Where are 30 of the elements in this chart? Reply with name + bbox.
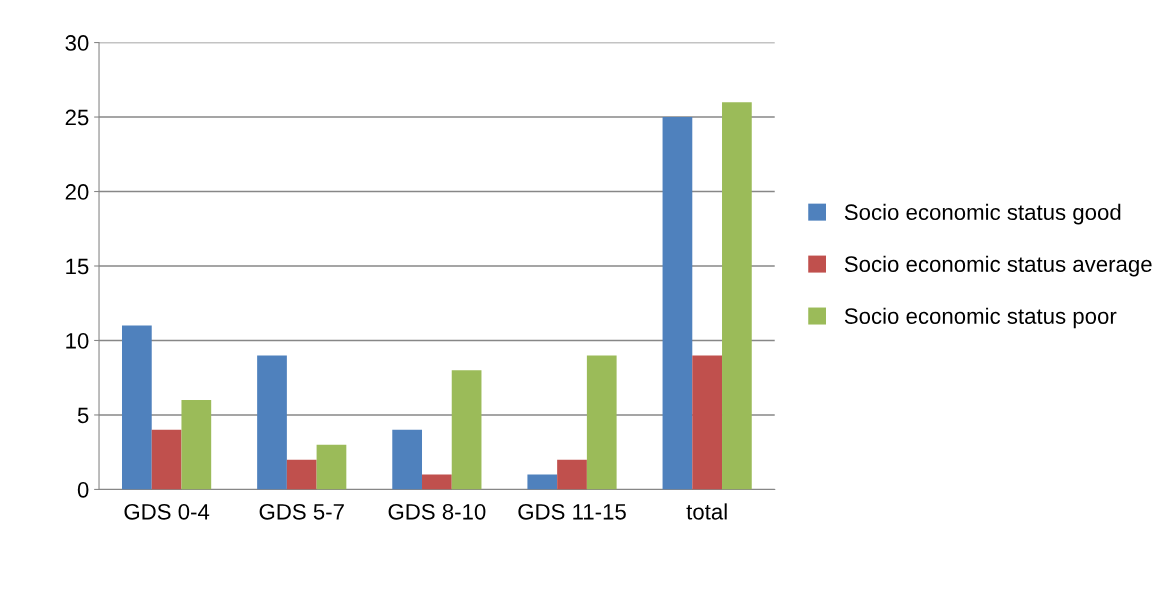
x-tick-label: total	[686, 503, 727, 520]
bar	[316, 444, 347, 490]
bar	[422, 474, 452, 490]
bar	[181, 400, 212, 490]
x-tick-label: GDS 11-15	[518, 503, 626, 520]
bar	[122, 325, 152, 490]
bar	[692, 355, 723, 490]
bar	[662, 117, 693, 490]
y-tick-label: 20	[65, 184, 89, 200]
bar	[586, 355, 617, 490]
y-tick-label: 0	[77, 481, 89, 498]
x-tick-label: GDS 8-10	[388, 503, 486, 520]
legend-label: Socio economic status average	[844, 255, 1152, 277]
legend-label: Socio economic status poor	[844, 307, 1117, 329]
bar	[286, 459, 317, 490]
x-tick-label: GDS 0-4	[124, 503, 210, 520]
y-tick-label: 15	[66, 258, 89, 275]
bar	[557, 459, 587, 490]
bar	[722, 102, 752, 490]
bar	[527, 474, 558, 490]
bar	[257, 355, 287, 490]
y-tick-label: 25	[65, 109, 89, 126]
x-tick-label: GDS 5-7	[259, 503, 344, 520]
y-tick-label: 30	[65, 35, 89, 51]
bar	[392, 429, 423, 490]
legend-label: Socio economic status good	[844, 203, 1121, 225]
y-tick-label: 10	[66, 333, 89, 349]
bar	[451, 370, 482, 490]
y-tick-label: 5	[77, 407, 89, 424]
bar	[151, 429, 182, 490]
